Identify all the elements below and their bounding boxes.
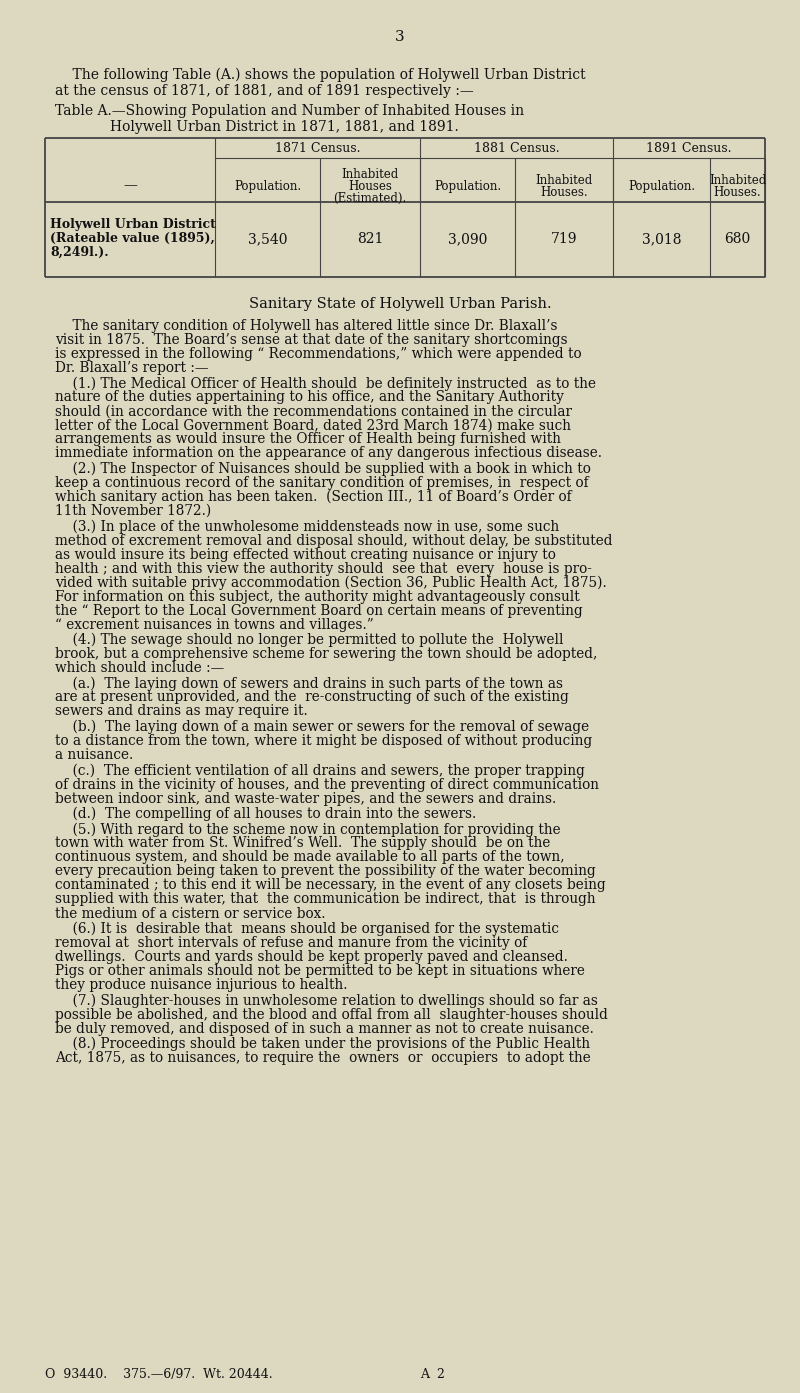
Text: (7.) Slaughter-houses in unwholesome relation to dwellings should so far as: (7.) Slaughter-houses in unwholesome rel… [55, 993, 598, 1009]
Text: a nuisance.: a nuisance. [55, 748, 134, 762]
Text: The following Table (A.) shows the population of Holywell Urban District: The following Table (A.) shows the popul… [55, 68, 586, 82]
Text: keep a continuous record of the sanitary condition of premises, in  respect of: keep a continuous record of the sanitary… [55, 476, 589, 490]
Text: 3,090: 3,090 [448, 233, 487, 247]
Text: Sanitary State of Holywell Urban Parish.: Sanitary State of Holywell Urban Parish. [249, 297, 551, 311]
Text: Houses: Houses [348, 180, 392, 194]
Text: “ excrement nuisances in towns and villages.”: “ excrement nuisances in towns and villa… [55, 617, 374, 631]
Text: Houses.: Houses. [540, 187, 588, 199]
Text: 3: 3 [395, 31, 405, 45]
Text: Dr. Blaxall’s report :—: Dr. Blaxall’s report :— [55, 361, 209, 375]
Text: Population.: Population. [234, 180, 301, 194]
Text: every precaution being taken to prevent the possibility of the water becoming: every precaution being taken to prevent … [55, 865, 596, 879]
Text: which sanitary action has been taken.  (Section III., 11 of Board’s Order of: which sanitary action has been taken. (S… [55, 490, 572, 504]
Text: which should include :—: which should include :— [55, 662, 224, 676]
Text: should (in accordance with the recommendations contained in the circular: should (in accordance with the recommend… [55, 404, 572, 418]
Text: Population.: Population. [434, 180, 501, 194]
Text: possible be abolished, and the blood and offal from all  slaughter-houses should: possible be abolished, and the blood and… [55, 1007, 608, 1021]
Text: 821: 821 [357, 233, 383, 247]
Text: visit in 1875.  The Board’s sense at that date of the sanitary shortcomings: visit in 1875. The Board’s sense at that… [55, 333, 568, 347]
Text: 680: 680 [724, 233, 750, 247]
Text: 3,540: 3,540 [248, 233, 287, 247]
Text: nature of the duties appertaining to his office, and the Sanitary Authority: nature of the duties appertaining to his… [55, 390, 564, 404]
Text: (b.)  The laying down of a main sewer or sewers for the removal of sewage: (b.) The laying down of a main sewer or … [55, 720, 589, 734]
Text: 1871 Census.: 1871 Census. [274, 142, 360, 155]
Text: contaminated ; to this end it will be necessary, in the event of any closets bei: contaminated ; to this end it will be ne… [55, 879, 606, 893]
Text: (2.) The Inspector of Nuisances should be supplied with a book in which to: (2.) The Inspector of Nuisances should b… [55, 462, 591, 476]
Text: vided with suitable privy accommodation (Section 36, Public Health Act, 1875).: vided with suitable privy accommodation … [55, 575, 606, 589]
Text: O  93440.    375.—6/97.  Wt. 20444.: O 93440. 375.—6/97. Wt. 20444. [45, 1368, 273, 1380]
Text: (a.)  The laying down of sewers and drains in such parts of the town as: (a.) The laying down of sewers and drain… [55, 677, 563, 691]
Text: health ; and with this view the authority should  see that  every  house is pro­: health ; and with this view the authorit… [55, 561, 592, 575]
Text: (6.) It is  desirable that  means should be organised for the systematic: (6.) It is desirable that means should b… [55, 922, 559, 936]
Text: (Rateable value (1895),: (Rateable value (1895), [50, 233, 215, 245]
Text: dwellings.  Courts and yards should be kept properly paved and cleansed.: dwellings. Courts and yards should be ke… [55, 950, 568, 964]
Text: Inhabited: Inhabited [535, 174, 593, 187]
Text: continuous system, and should be made available to all parts of the town,: continuous system, and should be made av… [55, 851, 565, 865]
Text: Population.: Population. [628, 180, 695, 194]
Text: Inhabited: Inhabited [709, 174, 766, 187]
Text: the “ Report to the Local Government Board on certain means of preventing: the “ Report to the Local Government Boa… [55, 603, 582, 617]
Text: of drains in the vicinity of houses, and the preventing of direct communication: of drains in the vicinity of houses, and… [55, 777, 599, 791]
Text: (8.) Proceedings should be taken under the provisions of the Public Health: (8.) Proceedings should be taken under t… [55, 1036, 590, 1052]
Text: supplied with this water, that  the communication be indirect, that  is through: supplied with this water, that the commu… [55, 893, 596, 907]
Text: —: — [123, 178, 137, 192]
Text: 1891 Census.: 1891 Census. [646, 142, 732, 155]
Text: 1881 Census.: 1881 Census. [474, 142, 559, 155]
Text: For information on this subject, the authority might advantageously consult: For information on this subject, the aut… [55, 589, 580, 603]
Text: between indoor sink, and waste-water pipes, and the sewers and drains.: between indoor sink, and waste-water pip… [55, 791, 556, 805]
Text: (3.) In place of the unwholesome middensteads now in use, some such: (3.) In place of the unwholesome middens… [55, 520, 559, 534]
Text: to a distance from the town, where it might be disposed of without producing: to a distance from the town, where it mi… [55, 734, 592, 748]
Text: immediate information on the appearance of any dangerous infectious disease.: immediate information on the appearance … [55, 447, 602, 461]
Text: The sanitary condition of Holywell has altered little since Dr. Blaxall’s: The sanitary condition of Holywell has a… [55, 319, 558, 333]
Text: (Estimated).: (Estimated). [334, 192, 406, 205]
Text: Houses.: Houses. [714, 187, 762, 199]
Text: 3,018: 3,018 [642, 233, 682, 247]
Text: brook, but a comprehensive scheme for sewering the town should be adopted,: brook, but a comprehensive scheme for se… [55, 646, 598, 662]
Text: town with water from St. Winifred’s Well.  The supply should  be on the: town with water from St. Winifred’s Well… [55, 837, 550, 851]
Text: 719: 719 [550, 233, 578, 247]
Text: Pigs or other animals should not be permitted to be kept in situations where: Pigs or other animals should not be perm… [55, 964, 585, 978]
Text: Act, 1875, as to nuisances, to require the  owners  or  occupiers  to adopt the: Act, 1875, as to nuisances, to require t… [55, 1050, 590, 1066]
Text: A  2: A 2 [420, 1368, 445, 1380]
Text: Table A.—Showing Population and Number of Inhabited Houses in: Table A.—Showing Population and Number o… [55, 104, 524, 118]
Text: they produce nuisance injurious to health.: they produce nuisance injurious to healt… [55, 978, 347, 992]
Text: arrangements as would insure the Officer of Health being furnished with: arrangements as would insure the Officer… [55, 432, 561, 447]
Text: (c.)  The efficient ventilation of all drains and sewers, the proper trapping: (c.) The efficient ventilation of all dr… [55, 763, 585, 777]
Text: letter of the Local Government Board, dated 23rd March 1874) make such: letter of the Local Government Board, da… [55, 418, 571, 432]
Text: 11th November 1872.): 11th November 1872.) [55, 504, 211, 518]
Text: are at present unprovided, and the  re-constructing of such of the existing: are at present unprovided, and the re-co… [55, 691, 569, 705]
Text: Holywell Urban District: Holywell Urban District [50, 217, 216, 231]
Text: Inhabited: Inhabited [342, 169, 398, 181]
Text: (4.) The sewage should no longer be permitted to pollute the  Holywell: (4.) The sewage should no longer be perm… [55, 632, 563, 648]
Text: at the census of 1871, of 1881, and of 1891 respectively :—: at the census of 1871, of 1881, and of 1… [55, 84, 474, 98]
Text: (d.)  The compelling of all houses to drain into the sewers.: (d.) The compelling of all houses to dra… [55, 807, 476, 822]
Text: removal at  short intervals of refuse and manure from the vicinity of: removal at short intervals of refuse and… [55, 936, 527, 950]
Text: as would insure its being effected without creating nuisance or injury to: as would insure its being effected witho… [55, 547, 556, 561]
Text: the medium of a cistern or service box.: the medium of a cistern or service box. [55, 907, 326, 921]
Text: Holywell Urban District in 1871, 1881, and 1891.: Holywell Urban District in 1871, 1881, a… [110, 120, 458, 134]
Text: be duly removed, and disposed of in such a manner as not to create nuisance.: be duly removed, and disposed of in such… [55, 1021, 594, 1035]
Text: sewers and drains as may require it.: sewers and drains as may require it. [55, 705, 308, 719]
Text: (1.) The Medical Officer of Health should  be definitely instructed  as to the: (1.) The Medical Officer of Health shoul… [55, 376, 596, 391]
Text: method of excrement removal and disposal should, without delay, be substituted: method of excrement removal and disposal… [55, 534, 613, 547]
Text: (5.) With regard to the scheme now in contemplation for providing the: (5.) With regard to the scheme now in co… [55, 822, 561, 837]
Text: is expressed in the following “ Recommendations,” which were appended to: is expressed in the following “ Recommen… [55, 347, 582, 361]
Text: 8,249l.).: 8,249l.). [50, 247, 109, 259]
